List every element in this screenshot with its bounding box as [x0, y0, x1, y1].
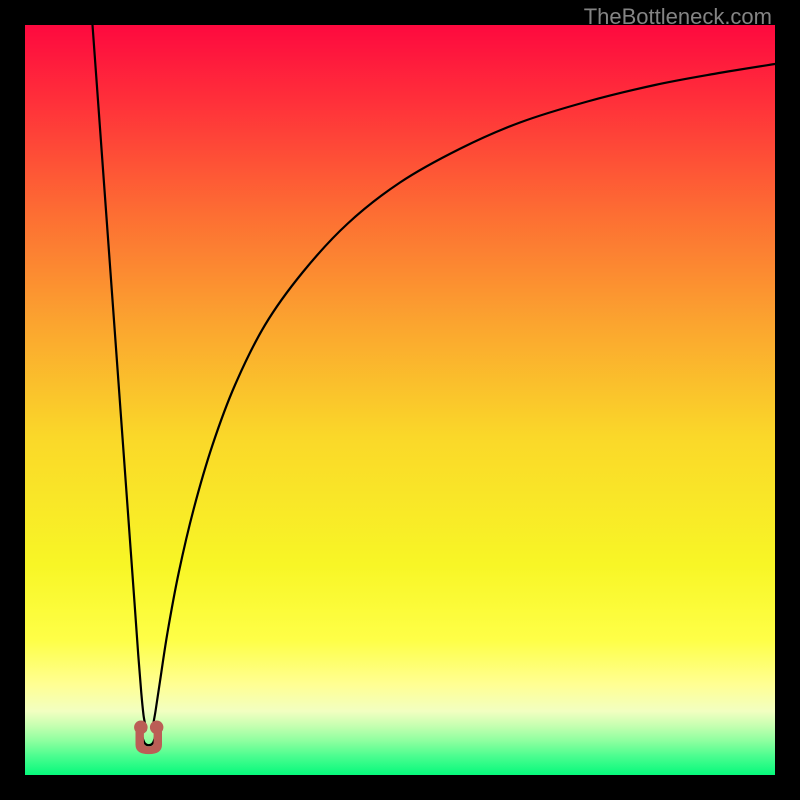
dip-marker-dot-left — [134, 721, 148, 735]
plot-svg — [25, 25, 775, 775]
gradient-background — [25, 25, 775, 775]
dip-marker-dot-right — [150, 721, 164, 735]
plot-area — [25, 25, 775, 775]
watermark-text: TheBottleneck.com — [584, 4, 772, 30]
